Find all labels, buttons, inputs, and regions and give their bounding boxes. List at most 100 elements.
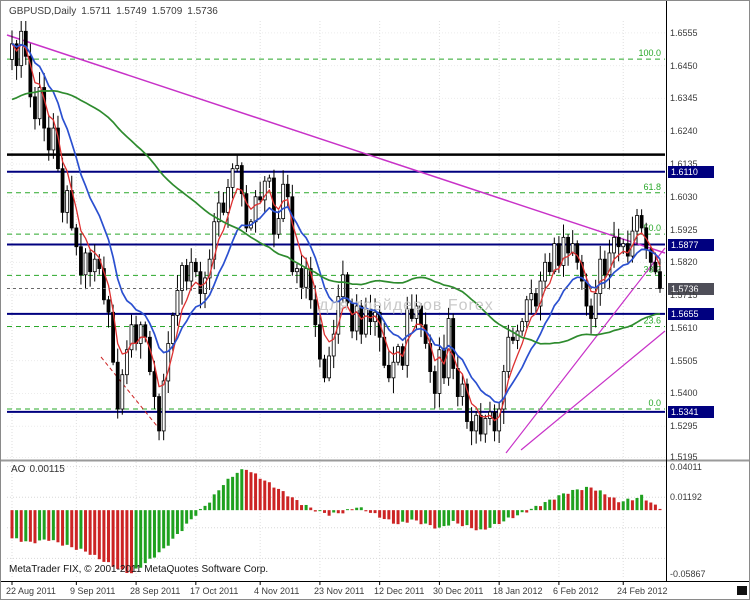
ao-bar xyxy=(345,509,349,511)
ao-bar xyxy=(359,507,363,511)
candle-body xyxy=(65,190,70,213)
ao-bar xyxy=(539,506,543,511)
candle-body xyxy=(409,308,414,319)
close-value: 1.5736 xyxy=(187,6,218,17)
current-price-badge: 1.5736 xyxy=(668,283,714,295)
candle-body xyxy=(391,361,396,379)
candle-body xyxy=(538,280,543,307)
ao-bar xyxy=(589,487,593,511)
mid-ma[interactable] xyxy=(11,43,661,404)
ao-bar xyxy=(470,510,474,529)
candle-body xyxy=(193,261,198,273)
descending-trendline[interactable] xyxy=(6,34,666,254)
ao-bar xyxy=(516,510,520,516)
ao-bar xyxy=(65,510,69,545)
candle-body xyxy=(161,380,166,432)
ao-bar xyxy=(157,510,161,553)
price-axis-label: 1.5295 xyxy=(670,421,698,431)
candle-body xyxy=(106,299,111,313)
ascending-trendline-1[interactable] xyxy=(505,247,666,454)
ao-bar xyxy=(557,495,561,511)
candle-body xyxy=(386,364,391,379)
candle-body xyxy=(460,383,465,397)
ao-bar xyxy=(506,510,510,518)
ao-bar xyxy=(286,496,290,511)
ao-bar xyxy=(300,505,304,511)
date-label: 30 Dec 2011 xyxy=(433,586,484,596)
ao-bar xyxy=(630,500,634,511)
ao-bar xyxy=(166,510,170,546)
ao-bar xyxy=(571,489,575,511)
indicator-axis-label: 0.04011 xyxy=(670,462,702,472)
ao-bar xyxy=(497,510,501,525)
ao-bar xyxy=(465,510,469,526)
ao-bar xyxy=(405,510,409,523)
candle-body xyxy=(616,236,621,248)
ao-bar xyxy=(272,487,276,511)
candle-body xyxy=(474,414,479,432)
price-axis-label: 1.6030 xyxy=(670,192,698,202)
fib-label: 23.6 xyxy=(643,315,661,325)
price-axis-label: 1.5195 xyxy=(670,452,698,462)
ao-bar xyxy=(97,510,101,560)
ao-bar xyxy=(493,510,497,524)
candle-body xyxy=(483,418,488,435)
candle-body xyxy=(230,168,235,188)
ao-bar xyxy=(277,488,281,511)
candle-body xyxy=(653,261,658,273)
candle-body xyxy=(501,371,506,410)
ao-bar xyxy=(649,502,653,511)
candle-body xyxy=(299,268,304,288)
ao-bar xyxy=(410,510,414,520)
candle-body xyxy=(170,314,175,344)
ao-bar xyxy=(79,510,83,549)
date-label: 9 Sep 2011 xyxy=(70,586,116,596)
ao-bar xyxy=(42,510,46,540)
candle-body xyxy=(639,215,644,229)
ao-bar xyxy=(529,508,533,511)
ascending-trendline-2[interactable] xyxy=(520,330,666,451)
price-axis-label: 1.6555 xyxy=(670,28,698,38)
ao-bar xyxy=(10,510,14,539)
ao-bar xyxy=(134,510,138,569)
ao-bar xyxy=(19,510,23,542)
candle-body xyxy=(83,252,88,276)
watermark: для трейдеров Forex xyxy=(319,297,494,314)
slow-ma[interactable] xyxy=(11,89,661,345)
level-price-badge: 1.5877 xyxy=(668,239,714,251)
price-axis-label: 1.5925 xyxy=(670,225,698,235)
ao-bar xyxy=(460,510,464,527)
ao-bar xyxy=(148,510,152,559)
candle-body xyxy=(593,293,598,319)
candle-body xyxy=(322,358,327,379)
candle-body xyxy=(152,371,157,397)
fast-ma[interactable] xyxy=(11,43,661,422)
candle-body xyxy=(579,261,584,282)
candle-body xyxy=(51,127,56,151)
level-price-badge: 1.6110 xyxy=(668,166,714,178)
ao-bar xyxy=(194,510,198,516)
ao-bar xyxy=(419,510,423,525)
candle-body xyxy=(635,215,639,232)
candle-body xyxy=(575,243,580,263)
ao-bar xyxy=(33,510,37,544)
ao-bar xyxy=(336,510,340,514)
ao-bar xyxy=(437,510,441,528)
ao-bar xyxy=(15,510,19,539)
candle-body xyxy=(621,243,626,248)
red-dashed-trendline[interactable] xyxy=(100,356,162,432)
ao-bar xyxy=(254,473,258,511)
candle-body xyxy=(221,202,226,213)
candle-body xyxy=(561,236,566,266)
date-label: 28 Sep 2011 xyxy=(130,586,181,596)
ao-bar xyxy=(327,510,331,516)
chart-title: GBPUSD,Daily 1.5711 1.5749 1.5709 1.5736 xyxy=(9,6,223,17)
candle-body xyxy=(602,258,607,276)
ao-bar xyxy=(479,510,483,530)
ao-bar xyxy=(221,485,225,511)
